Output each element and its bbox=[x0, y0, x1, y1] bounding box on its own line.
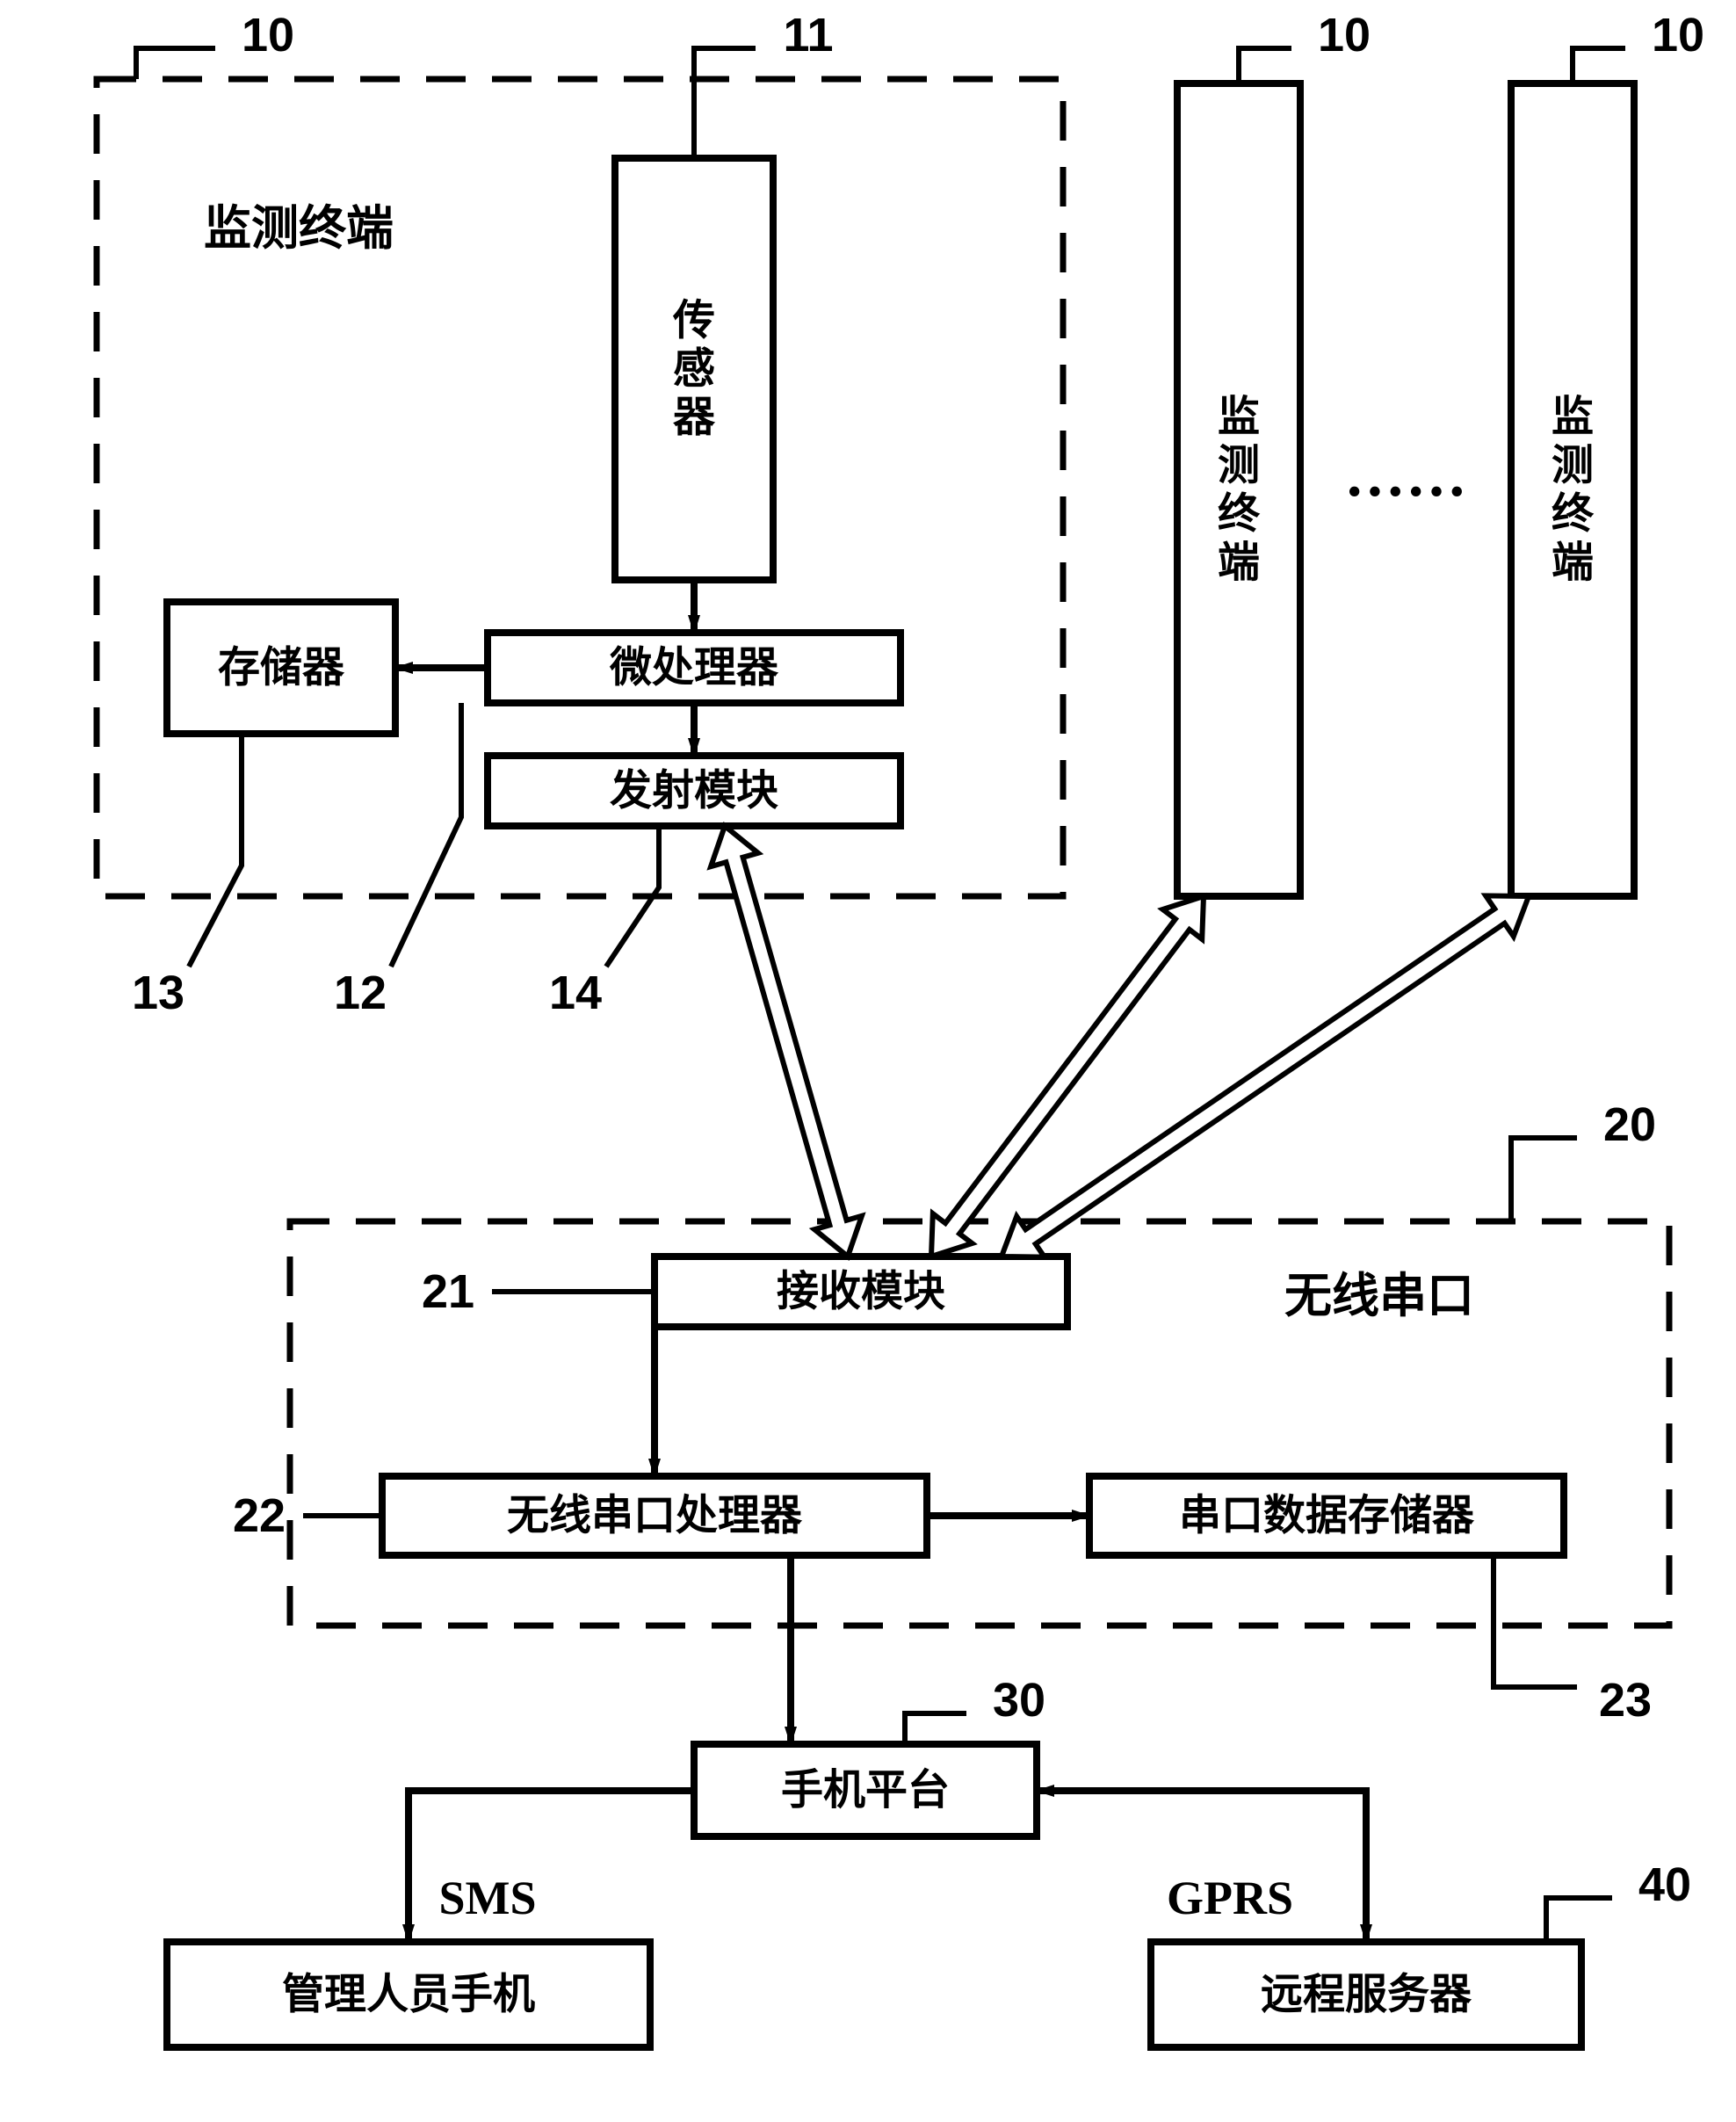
sensor-label: 感 bbox=[673, 346, 715, 393]
callout-n20-leader bbox=[1511, 1138, 1577, 1221]
terminal_c-label: 终 bbox=[1552, 491, 1595, 538]
callout-n14-num: 14 bbox=[549, 967, 602, 1019]
terminal_b-label: 监 bbox=[1218, 394, 1260, 440]
callout-n10b-num: 10 bbox=[1318, 9, 1371, 62]
terminal_c-label: 端 bbox=[1552, 540, 1594, 586]
callout-n10a-num: 10 bbox=[242, 9, 294, 62]
terminal_b-label: 测 bbox=[1218, 442, 1260, 489]
callout-n11-num: 11 bbox=[783, 9, 833, 62]
callout-n23-num: 23 bbox=[1599, 1674, 1652, 1727]
tx-label: 发射模块 bbox=[610, 768, 778, 815]
callout-n13-num: 13 bbox=[132, 967, 184, 1019]
callout-n23-leader bbox=[1494, 1555, 1577, 1687]
callout-n10b-leader bbox=[1239, 48, 1291, 83]
callout-n10a-leader bbox=[136, 48, 215, 79]
callout-n30-num: 30 bbox=[993, 1674, 1045, 1727]
wireless_title-label: 无线串口 bbox=[1284, 1270, 1474, 1322]
callout-n11-leader bbox=[694, 48, 756, 158]
callout-n12-num: 12 bbox=[334, 967, 387, 1019]
dots-label: ······ bbox=[1344, 459, 1467, 526]
callout-n20-num: 20 bbox=[1603, 1098, 1656, 1151]
callout-n22-num: 22 bbox=[233, 1489, 286, 1542]
sensor-label: 器 bbox=[673, 395, 716, 441]
server-label: 远程服务器 bbox=[1261, 1972, 1472, 2018]
mcu-label: 微处理器 bbox=[609, 645, 779, 692]
rx-label: 接收模块 bbox=[777, 1269, 945, 1315]
phone-label: 手机平台 bbox=[781, 1767, 950, 1814]
callout-n10c-num: 10 bbox=[1652, 9, 1704, 62]
callout-n30-leader bbox=[905, 1713, 966, 1744]
terminal_c-box bbox=[1511, 83, 1634, 896]
callout-n13-leader bbox=[189, 734, 242, 967]
sensor-label: 传 bbox=[672, 297, 715, 344]
callout-n12-leader bbox=[391, 703, 461, 967]
callout-n40-num: 40 bbox=[1638, 1858, 1691, 1911]
terminal_title-label: 监测终端 bbox=[204, 202, 394, 255]
sstore-label: 串口数据存储器 bbox=[1179, 1493, 1475, 1539]
terminal_b-label: 终 bbox=[1218, 491, 1261, 538]
terminal_c-label: 测 bbox=[1552, 442, 1594, 489]
tx-to-rx bbox=[711, 826, 862, 1257]
terminal_c-label: 监 bbox=[1552, 394, 1594, 440]
gprs-label: GPRS bbox=[1167, 1872, 1293, 1924]
sms-label: SMS bbox=[438, 1872, 536, 1924]
callout-n10c-leader bbox=[1573, 48, 1625, 83]
terminal_b-label: 端 bbox=[1218, 540, 1260, 586]
callout-n40-leader bbox=[1546, 1898, 1612, 1942]
callout-n21-num: 21 bbox=[422, 1265, 474, 1318]
wproc-label: 无线串口处理器 bbox=[507, 1493, 803, 1539]
storage-label: 存储器 bbox=[218, 645, 345, 692]
mgr-label: 管理人员手机 bbox=[282, 1972, 535, 2018]
terminal_b-box bbox=[1177, 83, 1300, 896]
